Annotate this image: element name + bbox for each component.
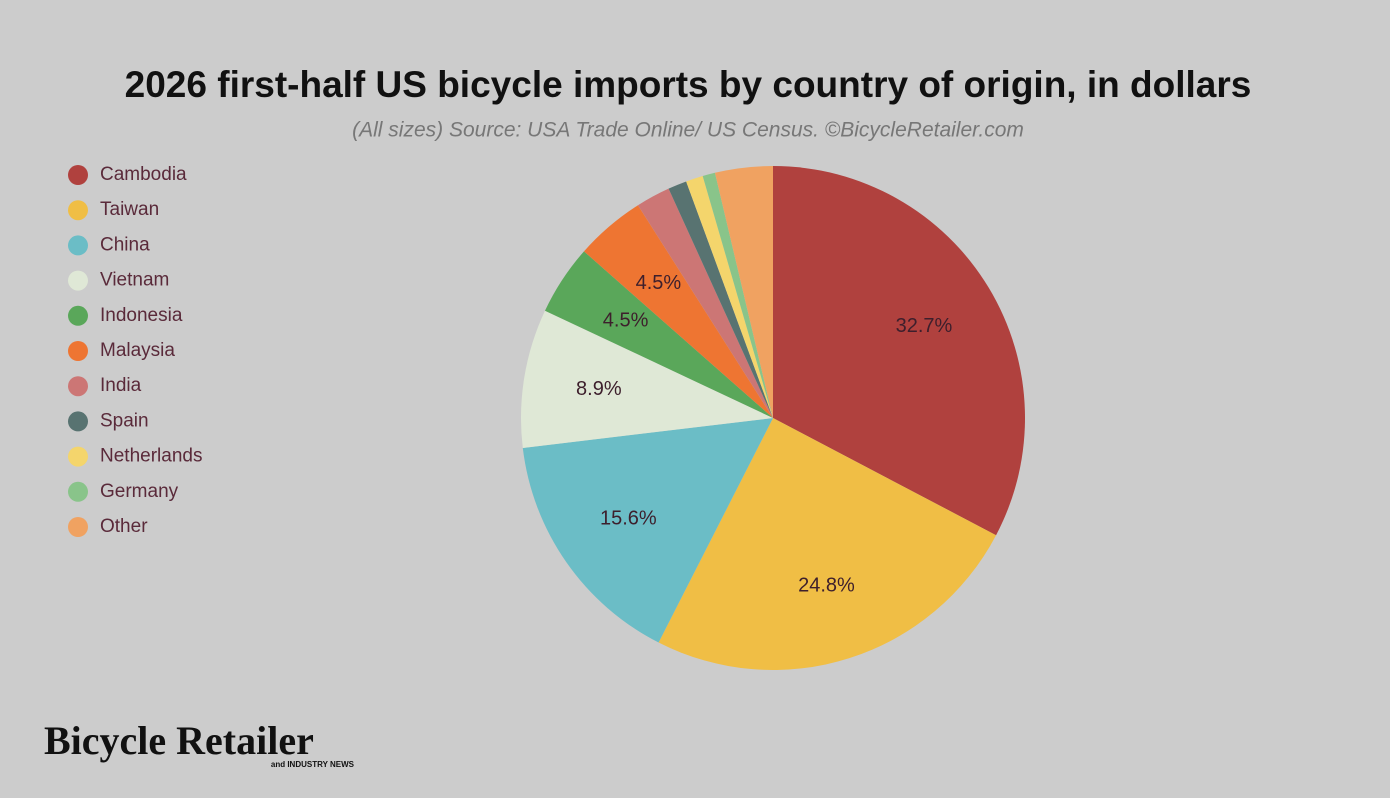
legend-marker — [68, 341, 88, 361]
slice — [583, 205, 773, 418]
slice-label: 24.8% — [798, 574, 855, 596]
slice-label: 4.5% — [636, 272, 682, 294]
legend: Cambodia Taiwan China Vietnam Indonesia Malay… — [68, 164, 202, 537]
slice — [637, 188, 773, 418]
legend-marker — [68, 235, 88, 256]
legend-label: Spain — [100, 410, 149, 431]
slice-labels: 32.7% 24.8% 15.6% 8.9% 4.5% 4.5% — [576, 272, 952, 596]
logo-tagline: and INDUSTRY NEWS — [271, 760, 355, 769]
chart-subtitle: (All sizes) Source: USA Trade Online/ US… — [352, 119, 1024, 142]
legend-marker — [68, 446, 88, 467]
slice — [668, 181, 773, 418]
legend-label: China — [100, 234, 150, 255]
legend-label: Netherlands — [100, 446, 202, 467]
slice — [714, 166, 773, 418]
legend-label: Cambodia — [100, 164, 187, 185]
legend-label: Taiwan — [100, 199, 159, 220]
slice — [658, 418, 997, 671]
slice — [702, 172, 773, 418]
legend-label: Malaysia — [100, 340, 175, 361]
legend-marker — [68, 517, 88, 537]
slice — [521, 310, 773, 449]
legend-label: India — [100, 375, 142, 396]
slice-label: 4.5% — [603, 309, 649, 331]
chart-title: 2026 first-half US bicycle imports by co… — [125, 64, 1252, 105]
legend-marker — [68, 376, 88, 397]
slice — [773, 166, 1025, 536]
legend-marker — [68, 270, 88, 291]
pie — [521, 166, 1025, 671]
slice-label: 15.6% — [600, 507, 657, 529]
slice-label: 8.9% — [576, 378, 622, 400]
logo-name: Bicycle Retailer — [44, 718, 314, 763]
legend-marker — [68, 165, 88, 185]
legend-label: Vietnam — [100, 270, 169, 291]
legend-marker — [68, 481, 88, 502]
legend-marker — [68, 411, 88, 432]
legend-marker — [68, 305, 88, 326]
legend-label: Other — [100, 516, 148, 537]
legend-label: Germany — [100, 481, 179, 502]
slice-label: 32.7% — [896, 315, 953, 337]
slice — [522, 418, 773, 643]
legend-marker — [68, 200, 88, 221]
slice — [686, 176, 773, 418]
slice — [544, 251, 773, 418]
legend-label: Indonesia — [100, 305, 183, 326]
